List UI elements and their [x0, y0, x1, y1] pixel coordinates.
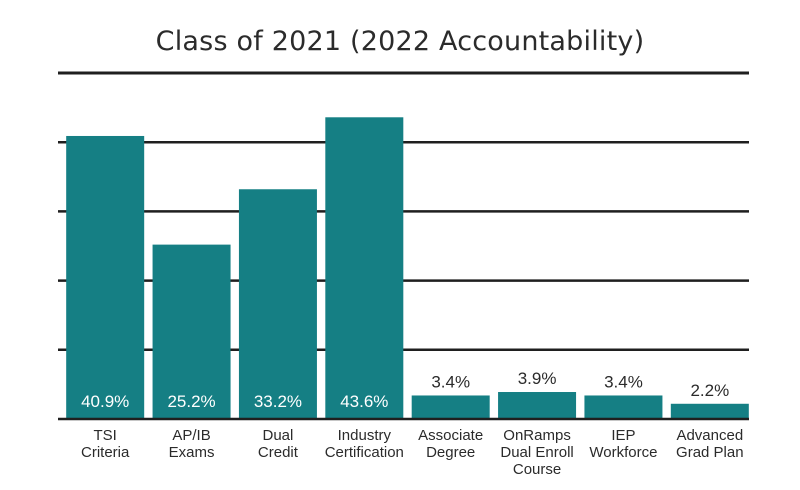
data-label: 33.2% — [254, 392, 302, 411]
x-tick-label: Dual Enroll — [500, 444, 573, 461]
bar — [584, 395, 663, 419]
data-label: 43.6% — [340, 392, 388, 411]
chart-title: Class of 2021 (2022 Accountability) — [155, 26, 645, 57]
x-tick-label: IEP — [611, 427, 635, 444]
bar — [670, 403, 749, 419]
x-tick-label: Grad Plan — [676, 444, 744, 461]
data-label: 2.2% — [690, 381, 729, 400]
data-label: 40.9% — [81, 392, 129, 411]
x-tick-label: Certification — [325, 444, 404, 461]
bar — [238, 189, 317, 419]
x-tick-label: OnRamps — [503, 427, 571, 444]
x-tick-label: Criteria — [81, 444, 130, 461]
x-tick-label: Course — [513, 461, 561, 478]
x-tick-label: AP/IB — [172, 427, 210, 444]
data-label: 3.4% — [431, 372, 470, 391]
x-tick-label: Industry — [338, 427, 392, 444]
bar — [411, 395, 490, 419]
x-tick-label: Advanced — [676, 427, 743, 444]
x-tick-label: Dual — [263, 427, 294, 444]
data-label: 3.4% — [604, 372, 643, 391]
x-tick-label: Workforce — [589, 444, 657, 461]
bar — [325, 117, 404, 420]
data-label: 25.2% — [167, 392, 215, 411]
bar — [152, 244, 231, 419]
x-tick-label: TSI — [94, 427, 117, 444]
x-tick-label: Credit — [258, 444, 299, 461]
x-tick-label: Degree — [426, 444, 475, 461]
x-tick-label: Exams — [169, 444, 215, 461]
bar — [498, 392, 577, 419]
bar — [66, 135, 145, 420]
x-tick-label: Associate — [418, 427, 483, 444]
data-label: 3.9% — [518, 369, 557, 388]
